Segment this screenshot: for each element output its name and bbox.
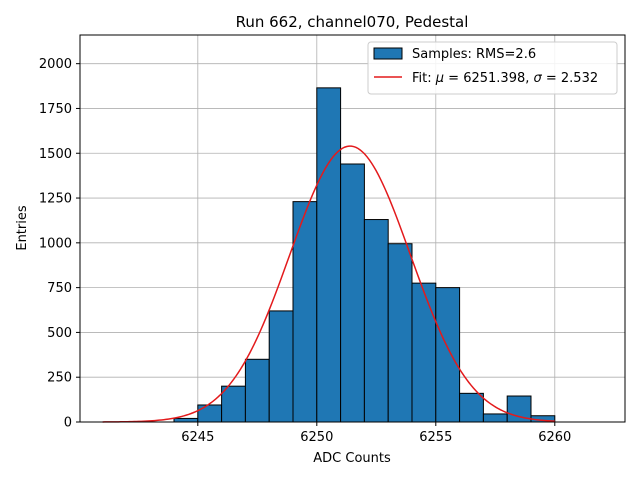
y-tick-label: 2000: [39, 57, 72, 72]
histogram-bar: [221, 385, 246, 423]
legend-box: [367, 41, 618, 95]
histogram-bar: [173, 417, 199, 423]
legend-fit-prefix: Fit:: [412, 71, 436, 86]
histogram-bar: [411, 282, 437, 423]
y-tick-label: 1000: [39, 236, 72, 251]
y-tick-label: 750: [47, 281, 72, 296]
histogram-bar: [244, 358, 270, 423]
histogram-bar: [197, 404, 223, 423]
y-tick-label: 250: [47, 371, 72, 386]
histogram-bar: [435, 287, 461, 423]
y-tick-label: 0: [64, 416, 72, 431]
legend-fit-mu-symbol: μ: [435, 71, 444, 86]
legend-histogram-label: Samples: RMS=2.6: [412, 47, 536, 62]
y-tick-label: 1500: [39, 147, 72, 162]
histogram-bars: [173, 87, 556, 423]
legend-fit-mu-text: = 6251.398,: [444, 71, 533, 86]
x-axis-label: ADC Counts: [313, 451, 391, 466]
legend-fit-sigma-symbol: σ: [534, 71, 543, 86]
histogram-bar: [482, 413, 508, 423]
legend-fit-label: Fit: μ = 6251.398, σ = 2.532: [412, 71, 598, 86]
legend-fit-sigma-text: = 2.532: [542, 71, 598, 86]
x-tick-label: 6245: [181, 430, 214, 445]
histogram-bar: [340, 163, 365, 423]
x-tick-label: 6250: [300, 430, 333, 445]
histogram-bar: [363, 219, 389, 423]
x-axis-ticks: 6245 6250 6255 6260: [181, 422, 571, 445]
y-tick-label: 1750: [39, 102, 72, 117]
y-tick-label: 1250: [39, 192, 72, 207]
fit-curve: [102, 145, 555, 423]
plot-frame: [79, 34, 626, 423]
legend: Samples: RMS=2.6 Fit: μ = 6251.398, σ = …: [367, 41, 618, 95]
histogram-bar: [268, 310, 294, 423]
y-axis-label: Entries: [15, 205, 30, 251]
legend-histogram-swatch: [373, 47, 403, 60]
histogram-bar: [387, 243, 413, 423]
histogram-bar: [316, 87, 342, 423]
chart-title: Run 662, channel070, Pedestal: [236, 13, 469, 31]
y-tick-label: 500: [47, 326, 72, 341]
histogram-bar: [459, 392, 484, 423]
x-tick-label: 6260: [538, 430, 571, 445]
y-axis-ticks: 0 250 500 750 1000 1250 1500 1750 2000: [39, 57, 80, 431]
x-tick-label: 6255: [419, 430, 452, 445]
